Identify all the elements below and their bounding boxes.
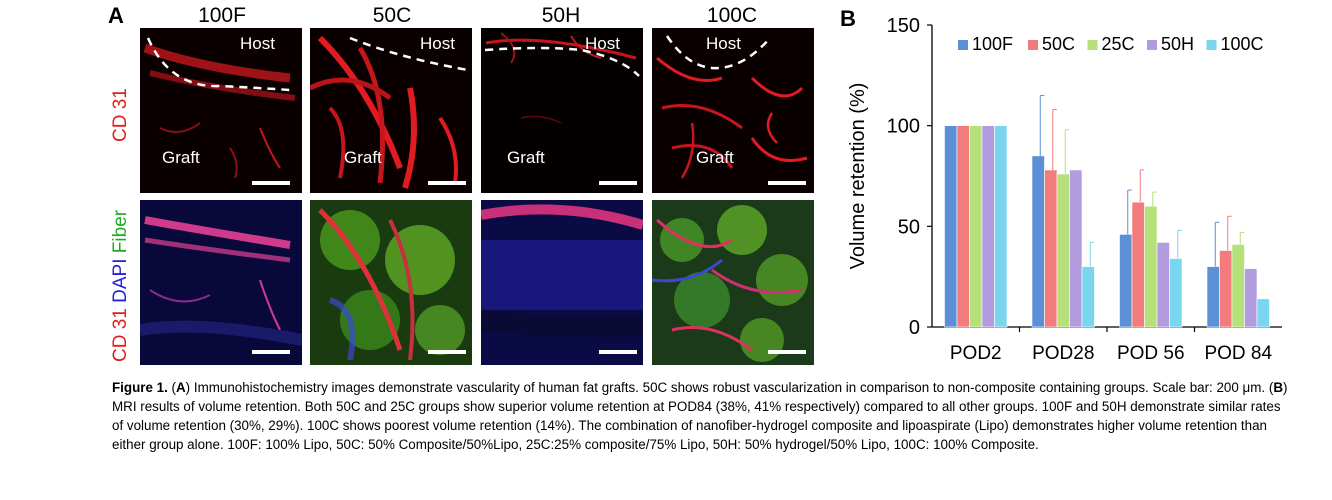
bar-50h: [981, 125, 995, 328]
bar-100f: [944, 125, 958, 328]
bar-50c: [1131, 201, 1145, 328]
chart-bars: [944, 94, 1270, 328]
host-label-100f: Host: [240, 34, 275, 53]
x-tick-label: POD 84: [1204, 343, 1272, 364]
caption-part-b: ) MRI results of volume retention. Both …: [112, 380, 1288, 452]
row2-label: CD 31 DAPI Fiber: [110, 210, 132, 362]
graft-label-100c: Graft: [696, 148, 734, 167]
host-label-50c: Host: [420, 34, 455, 53]
volume-retention-chart: 0 50 100 150 Volume retention (%) POD2 POD28 PO…: [847, 15, 1282, 364]
bar-50c: [956, 125, 970, 328]
bar-100f: [1031, 155, 1045, 328]
bar-100f: [1119, 234, 1133, 328]
bar-100c: [1081, 266, 1095, 328]
micro-100c-merge: [652, 200, 814, 365]
row1-label: CD 31: [110, 88, 131, 142]
scale-bar: [252, 181, 290, 185]
bar-100c: [994, 125, 1008, 328]
row2-label-fiber: Fiber: [110, 209, 131, 254]
legend-label-50h: 50H: [1161, 34, 1194, 54]
chart-legend: 100F 50C 25C 50H 100C: [958, 34, 1264, 54]
column-label-100f: 100F: [198, 4, 246, 27]
micro-50h-cd31: Host Graft: [481, 28, 643, 193]
legend-swatch-50h: [1147, 40, 1157, 50]
bar-25c: [1231, 244, 1245, 328]
micro-50h-merge: [481, 200, 643, 365]
y-tick-label: 50: [898, 216, 920, 238]
bar-100f: [1206, 266, 1220, 328]
scale-bar: [768, 350, 806, 354]
caption-a: A: [176, 380, 186, 395]
caption-open-a: (: [167, 380, 176, 395]
row2-label-dapi: DAPI: [110, 258, 131, 303]
bar-50h: [1069, 169, 1083, 328]
caption-figure-label: Figure 1.: [112, 380, 168, 395]
scale-bar: [252, 350, 290, 354]
micro-50c-cd31: Host Graft: [310, 28, 472, 193]
y-tick-label: 0: [909, 317, 920, 339]
row2-label-cd31: CD 31: [110, 308, 131, 362]
y-tick-label: 150: [887, 15, 920, 37]
graft-label-50h: Graft: [507, 148, 545, 167]
scale-bar: [768, 181, 806, 185]
chart-axes: 0 50 100 150 Volume retention (%) POD2 POD28 PO…: [847, 15, 1282, 364]
bar-25c: [1144, 205, 1158, 328]
y-tick-label: 100: [887, 116, 920, 138]
legend-swatch-100c: [1206, 40, 1217, 50]
bar-100c: [1256, 298, 1270, 328]
micro-100f-merge: [140, 200, 302, 365]
legend-label-50c: 50C: [1042, 34, 1075, 54]
micro-50c-merge: [310, 200, 472, 365]
bar-100c: [1169, 258, 1183, 328]
x-tick-label: POD 56: [1117, 343, 1185, 364]
scale-bar: [599, 350, 637, 354]
legend-label-100f: 100F: [972, 34, 1013, 54]
legend-swatch-100f: [958, 40, 968, 50]
panel-b-letter: B: [840, 6, 856, 31]
legend-swatch-25c: [1087, 40, 1098, 50]
bar-50c: [1219, 250, 1233, 328]
column-label-50h: 50H: [541, 4, 581, 27]
x-tick-label: POD28: [1032, 343, 1094, 364]
column-label-100c: 100C: [706, 4, 758, 27]
legend-swatch-50c: [1028, 40, 1038, 50]
panel-a-letter: A: [108, 3, 124, 28]
micro-100f-cd31: Host Graft: [140, 28, 302, 193]
micro-100c-cd31: Host Graft: [652, 28, 814, 193]
host-label-100c: Host: [706, 34, 741, 53]
bar-25c: [969, 125, 983, 328]
figure-caption: Figure 1. (A) Immunohistochemistry image…: [112, 378, 1292, 454]
caption-part-a: ) Immunohistochemistry images demonstrat…: [185, 380, 1274, 395]
host-label-50h: Host: [585, 34, 620, 53]
y-axis-label: Volume retention (%): [847, 83, 869, 270]
x-tick-label: POD2: [950, 343, 1002, 364]
legend-label-25c: 25C: [1102, 34, 1135, 54]
scale-bar: [428, 350, 466, 354]
scale-bar: [428, 181, 466, 185]
column-label-50c: 50C: [372, 4, 412, 27]
bar-50h: [1156, 242, 1170, 328]
graft-label-100f: Graft: [162, 148, 200, 167]
legend-label-100c: 100C: [1221, 34, 1264, 54]
bar-50h: [1244, 268, 1258, 328]
caption-b: B: [1273, 380, 1283, 395]
bar-25c: [1056, 173, 1070, 328]
scale-bar: [599, 181, 637, 185]
graft-label-50c: Graft: [344, 148, 382, 167]
bar-50c: [1044, 169, 1058, 328]
